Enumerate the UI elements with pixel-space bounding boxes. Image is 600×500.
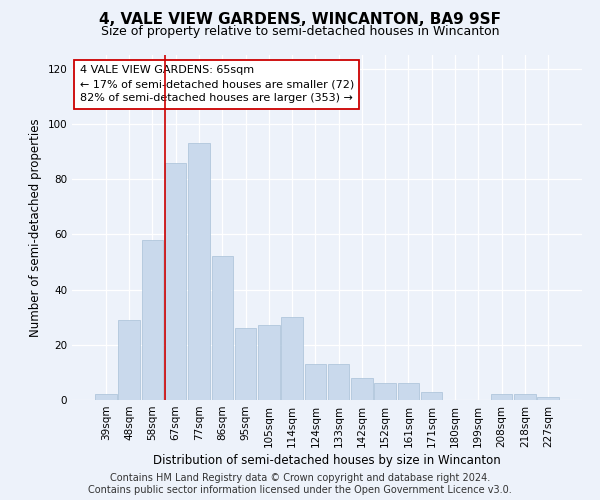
Bar [398,384,419,400]
X-axis label: Distribution of semi-detached houses by size in Wincanton: Distribution of semi-detached houses by … [153,454,501,467]
Bar [538,397,559,400]
Bar [165,162,187,400]
Text: 4, VALE VIEW GARDENS, WINCANTON, BA9 9SF: 4, VALE VIEW GARDENS, WINCANTON, BA9 9SF [99,12,501,28]
Text: Size of property relative to semi-detached houses in Wincanton: Size of property relative to semi-detach… [101,25,499,38]
Bar [212,256,233,400]
Bar [118,320,140,400]
Text: 4 VALE VIEW GARDENS: 65sqm
← 17% of semi-detached houses are smaller (72)
82% of: 4 VALE VIEW GARDENS: 65sqm ← 17% of semi… [80,66,354,104]
Bar [514,394,536,400]
Bar [95,394,116,400]
Bar [281,317,303,400]
Bar [328,364,349,400]
Text: Contains HM Land Registry data © Crown copyright and database right 2024.
Contai: Contains HM Land Registry data © Crown c… [88,474,512,495]
Bar [421,392,442,400]
Bar [351,378,373,400]
Bar [374,384,396,400]
Bar [188,144,209,400]
Bar [258,326,280,400]
Bar [142,240,163,400]
Bar [235,328,256,400]
Bar [491,394,512,400]
Bar [305,364,326,400]
Y-axis label: Number of semi-detached properties: Number of semi-detached properties [29,118,42,337]
